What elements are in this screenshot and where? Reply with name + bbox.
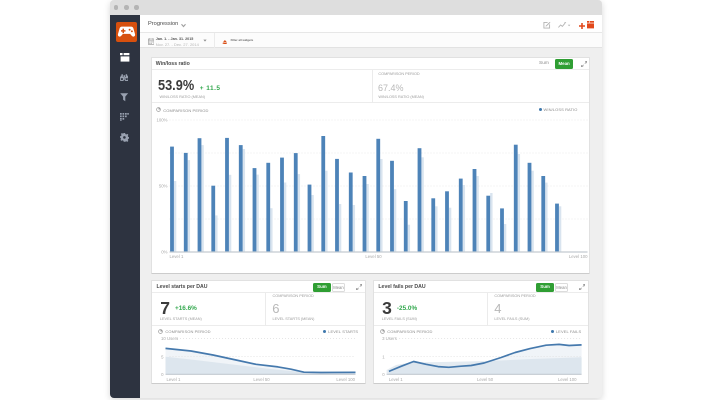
svg-text:Level 100: Level 100: [336, 377, 355, 382]
svg-text:Level 1: Level 1: [389, 377, 403, 382]
svg-text:0%: 0%: [161, 250, 167, 255]
svg-text:Level 100: Level 100: [558, 377, 577, 382]
svg-text:0: 0: [382, 372, 385, 377]
svg-text:3 Users: 3 Users: [382, 336, 397, 341]
svg-text:5: 5: [161, 354, 164, 359]
svg-text:Level 50: Level 50: [365, 254, 382, 259]
svg-text:50%: 50%: [159, 184, 168, 189]
svg-text:Level 50: Level 50: [477, 377, 494, 382]
svg-text:Level 1: Level 1: [170, 254, 184, 259]
svg-text:Level 1: Level 1: [167, 377, 181, 382]
svg-text:Level 50: Level 50: [253, 377, 270, 382]
svg-text:100%: 100%: [157, 118, 168, 123]
svg-text:Level 100: Level 100: [569, 254, 588, 259]
svg-text:1: 1: [382, 354, 385, 359]
svg-text:10 Users: 10 Users: [161, 336, 178, 341]
svg-text:0: 0: [161, 372, 164, 377]
